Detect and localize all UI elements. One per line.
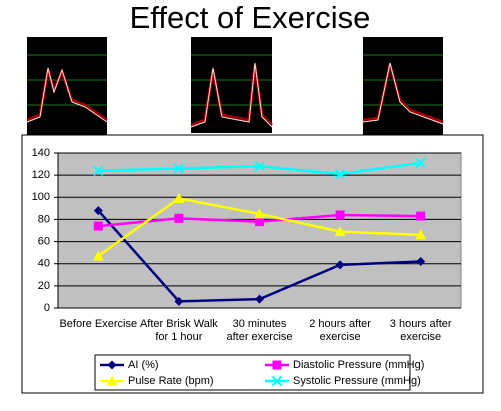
marker <box>255 217 264 227</box>
marker <box>415 229 427 240</box>
marker <box>255 294 264 304</box>
waveform-images <box>26 37 444 135</box>
legend-label: AI (%) <box>128 359 159 371</box>
plot-area <box>57 152 462 309</box>
marker <box>416 211 426 221</box>
x-tick-label: After Brisk Walk for 1 hour <box>139 318 218 343</box>
y-tick-label: 120 <box>32 169 50 181</box>
chart-title: Effect of Exercise <box>130 0 371 35</box>
y-tick-label: 20 <box>38 280 50 292</box>
legend-marker <box>106 375 118 386</box>
marker <box>93 165 104 176</box>
legend-label: Systolic Pressure (mmHg) <box>293 375 421 387</box>
legend-marker <box>272 360 282 370</box>
marker <box>92 250 104 261</box>
legend-label: Pulse Rate (bpm) <box>128 375 214 387</box>
marker <box>174 296 184 306</box>
marker <box>173 192 185 203</box>
y-tick-label: 0 <box>44 302 50 314</box>
x-tick-label: 3 hours after exercise <box>389 318 452 343</box>
y-tick-label: 140 <box>32 147 50 159</box>
marker <box>416 257 426 266</box>
x-tick-label: Before Exercise <box>59 318 138 330</box>
marker <box>93 206 103 216</box>
marker <box>334 168 346 180</box>
legend-marker <box>107 360 117 370</box>
marker <box>254 208 265 219</box>
y-tick-label: 40 <box>38 258 50 270</box>
legend-marker <box>271 375 283 387</box>
marker <box>93 221 103 231</box>
marker <box>415 157 426 169</box>
marker <box>335 210 345 220</box>
chart-frame <box>21 134 484 394</box>
legend-box <box>94 354 411 391</box>
y-tick-label: 80 <box>38 213 50 225</box>
y-tick-label: 60 <box>38 235 50 247</box>
marker <box>174 213 184 223</box>
marker <box>254 161 265 172</box>
legend-label: Diastolic Pressure (mmHg) <box>293 359 424 371</box>
marker <box>335 260 345 270</box>
x-tick-label: 2 hours after exercise <box>309 318 371 343</box>
marker <box>173 163 185 174</box>
y-tick-label: 100 <box>32 191 50 203</box>
marker <box>334 226 346 237</box>
x-tick-label: 30 minutes after exercise <box>226 318 293 343</box>
